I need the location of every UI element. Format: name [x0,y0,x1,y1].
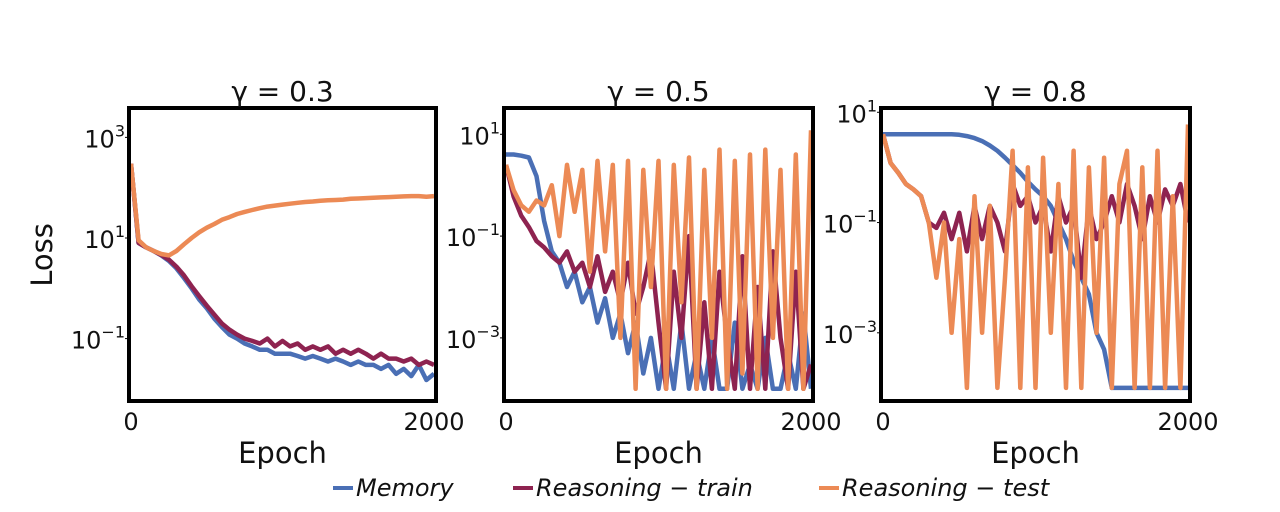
y-tick-label: 103 [84,121,125,153]
legend-item-memory: Memory [333,474,454,502]
series-reasoning-train [883,133,1188,280]
panel-1: γ = 0.3 0 2000 Epoch 103 101 10−1 Loss [25,75,465,470]
x-axis-label: Epoch [238,436,327,470]
legend-swatch-memory [333,486,353,490]
legend-label: Reasoning − train [536,474,753,502]
y-tick-label: 10−1 [823,207,877,239]
y-tick-label: 10−3 [446,322,500,354]
x-tick-label: 0 [875,408,890,436]
legend-label: Reasoning − test [842,474,1050,502]
y-tick-label: 10−1 [71,323,125,355]
legend-swatch-reasoning-test [819,486,839,490]
panel-title: γ = 0.3 [231,75,333,108]
panel-3: γ = 0.8 0 2000 Epoch 101 10−1 10−3 [823,75,1219,470]
x-tick-label: 2000 [403,408,464,436]
panel-title: γ = 0.5 [607,75,709,108]
legend-item-reasoning-train: Reasoning − train [513,474,753,502]
axes-frame [502,106,815,403]
y-tick-label: 101 [836,96,877,128]
legend-label: Memory [356,474,454,502]
x-axis-label: Epoch [614,436,703,470]
x-tick-label: 2000 [780,408,841,436]
legend: Memory Reasoning − train Reasoning − tes… [0,474,1280,512]
series-reasoning-test [131,163,434,258]
panel-title: γ = 0.8 [984,75,1086,108]
series-reasoning-test [506,130,811,392]
x-tick-label: 0 [498,408,513,436]
series-reasoning-train [131,163,434,368]
y-tick-label: 10−3 [823,317,877,349]
series-reasoning-test [883,124,1188,391]
y-tick-label: 101 [459,118,500,150]
panel-2: γ = 0.5 0 2000 Epoch 101 10−1 10−3 [446,75,842,470]
series-memory [883,131,1188,391]
x-axis-label: Epoch [991,436,1080,470]
x-tick-label: 0 [123,408,138,436]
x-tick-label: 2000 [1157,408,1218,436]
y-tick-label: 101 [84,222,125,254]
y-axis-label: Loss [25,223,59,287]
legend-item-reasoning-test: Reasoning − test [819,474,1049,502]
axes-frame [879,106,1192,403]
axes-frame [127,106,438,403]
legend-swatch-reasoning-train [513,486,533,490]
figure: γ = 0.3 0 2000 Epoch 103 101 10−1 Loss γ = 0.5 0 2… [25,75,1219,470]
y-tick-label: 10−1 [446,220,500,252]
